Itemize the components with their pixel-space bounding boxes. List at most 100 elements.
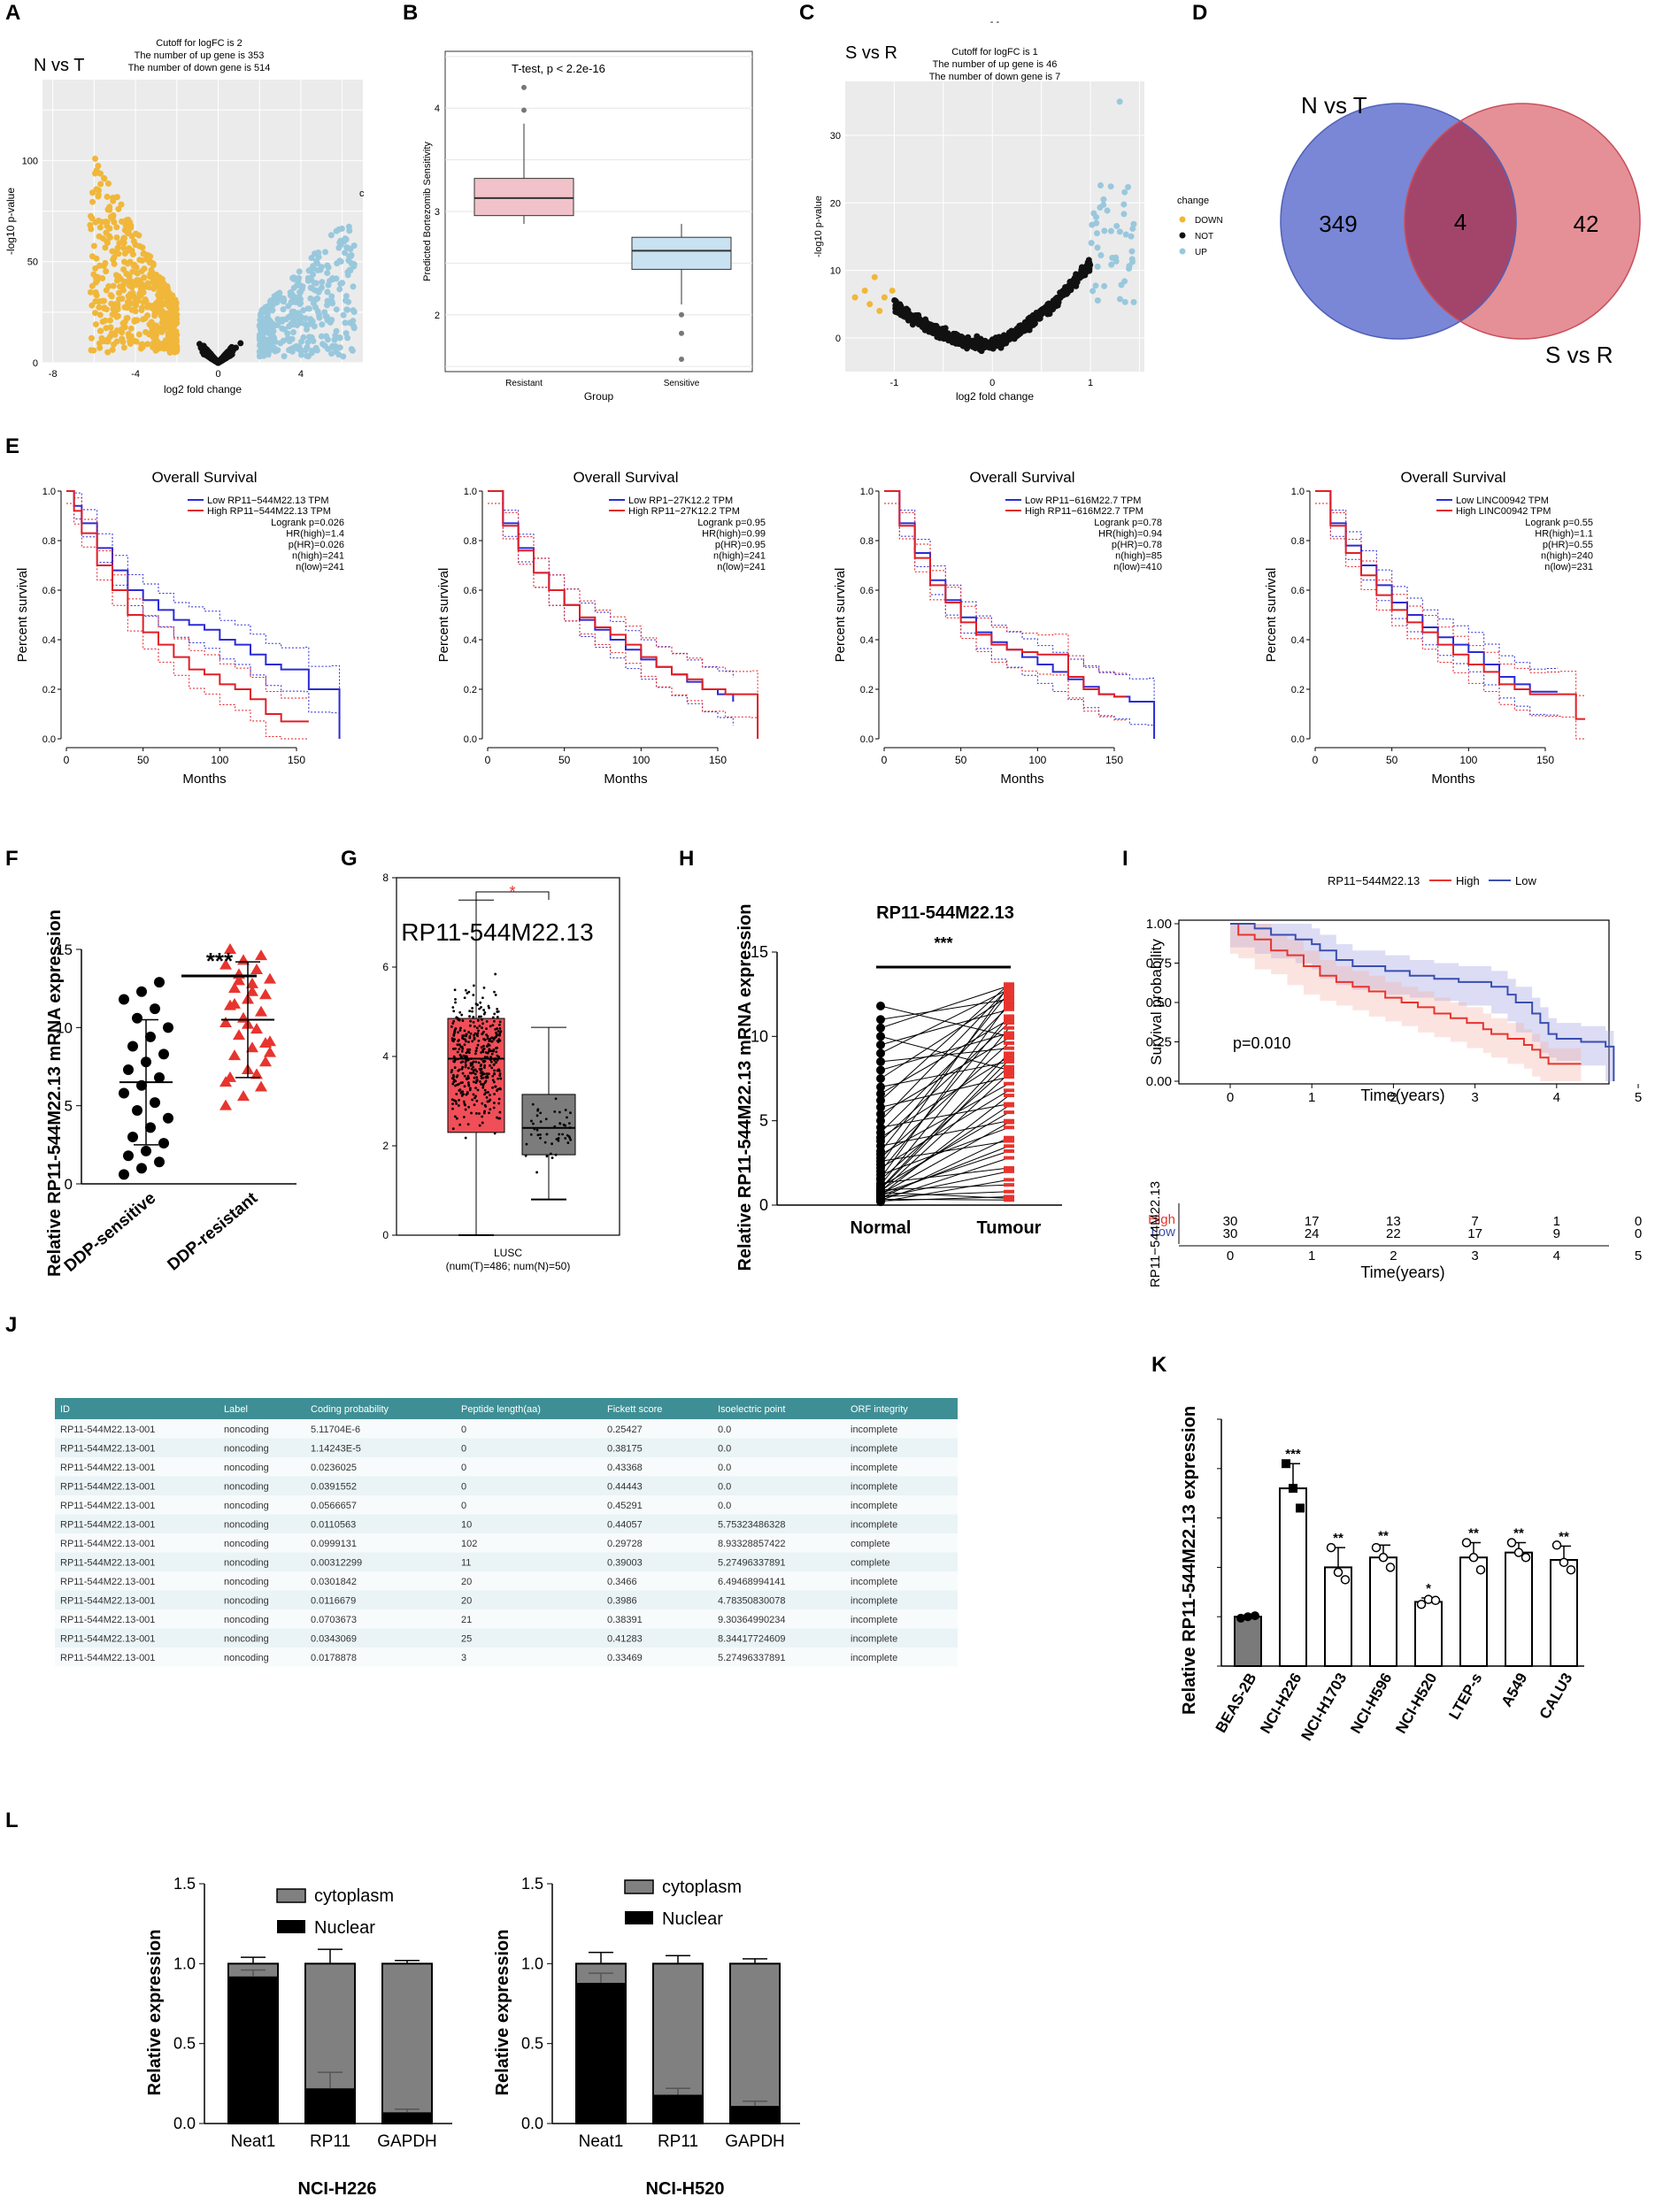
- table-row: RP11-544M22.13-001 noncoding 0.0391552 0 0.4…: [55, 1476, 958, 1495]
- point-down: [889, 287, 896, 294]
- data-point: [480, 1057, 483, 1061]
- tumour-point: [1004, 1156, 1014, 1160]
- table-cell: noncoding: [224, 1482, 269, 1493]
- data-point: [489, 1058, 492, 1061]
- data-point: [483, 1064, 486, 1067]
- data-point: [481, 1022, 484, 1025]
- ci-lower-high: [884, 503, 1128, 721]
- legend-label-cytoplasm: cytoplasm: [314, 1886, 394, 1906]
- nuclear-segment: [382, 2112, 432, 2124]
- data-point: [489, 1049, 493, 1053]
- data-point: [465, 1051, 468, 1055]
- p-value-label: p=0.010: [1233, 1034, 1291, 1052]
- table-cell: 0: [461, 1444, 466, 1455]
- ci-lower-high: [1315, 503, 1586, 740]
- tumour-point: [1004, 1058, 1014, 1063]
- data-point: [483, 1056, 487, 1059]
- point-up: [1120, 211, 1128, 218]
- point-down: [100, 297, 107, 304]
- table-cell: 25: [461, 1634, 472, 1645]
- data-point: [497, 1010, 500, 1013]
- data-point: [119, 994, 129, 1005]
- point-up: [336, 334, 343, 341]
- tumour-point: [1004, 1139, 1014, 1143]
- y-tick-label: 1.0: [173, 1955, 196, 1972]
- x-axis-label: log2 fold change: [164, 383, 242, 396]
- pair-line: [880, 1103, 1010, 1128]
- point-down: [90, 347, 97, 354]
- data-point: [482, 1072, 486, 1076]
- data-point: [536, 1133, 540, 1137]
- point-up: [1130, 298, 1137, 305]
- data-point: [246, 985, 258, 996]
- data-point: [470, 1071, 473, 1075]
- data-point: [219, 958, 232, 970]
- point-not: [970, 341, 977, 348]
- x-tick-label: DDP-sensitive: [61, 1189, 159, 1276]
- data-point: [462, 1034, 466, 1037]
- y-tick-label: 100: [22, 156, 38, 166]
- point-up: [1130, 220, 1137, 227]
- point-down: [107, 324, 114, 331]
- point-up: [1094, 263, 1101, 270]
- point-up: [333, 227, 340, 234]
- pair-line: [880, 1141, 1010, 1162]
- table-cell: 5.75323486328: [718, 1520, 785, 1531]
- y-tick-label: 0.2: [464, 685, 477, 695]
- data-point: [490, 1066, 494, 1070]
- data-point: [473, 1072, 477, 1076]
- point-up: [317, 266, 324, 273]
- data-point: [564, 1109, 567, 1111]
- point-up: [270, 327, 277, 334]
- point-up: [350, 309, 358, 316]
- data-point: [491, 1086, 494, 1089]
- risk-cell: 0: [1635, 1226, 1642, 1241]
- data-point: [489, 1064, 491, 1067]
- point-up: [342, 235, 349, 242]
- table-cell: noncoding: [224, 1539, 269, 1549]
- point-down: [120, 239, 127, 246]
- data-point: [489, 1037, 491, 1041]
- row-background: [55, 1533, 958, 1553]
- volcano-points: [87, 155, 358, 366]
- data-point: [477, 1061, 481, 1064]
- table-row: RP11-544M22.13-001 noncoding 1.14243E-5 0 0.…: [55, 1438, 958, 1457]
- significance-bracket: [475, 891, 550, 900]
- table-cell: RP11-544M22.13-001: [60, 1482, 155, 1493]
- point-not: [204, 353, 212, 360]
- point-up: [304, 326, 311, 333]
- data-point: [483, 1088, 487, 1092]
- point-down: [107, 317, 114, 324]
- data-point: [489, 1094, 491, 1097]
- panel-label-I: I: [1122, 847, 1128, 871]
- legend-label-high: High LINC00942 TPM: [1456, 506, 1551, 517]
- point-up: [280, 306, 287, 313]
- pair-line: [880, 1122, 1010, 1195]
- data-point: [1521, 1552, 1531, 1563]
- data-point: [484, 1091, 488, 1094]
- data-point: [470, 1111, 473, 1115]
- point-down: [89, 302, 96, 309]
- y-tick-label: 0: [33, 358, 38, 369]
- point-up: [1107, 227, 1114, 234]
- data-point: [452, 1019, 456, 1023]
- panel-h-paired: 0 5 10 15 Normal Tumour *** RP11-544M22.13 Relat…: [735, 903, 1062, 1271]
- point-down: [89, 282, 96, 289]
- pair-line: [880, 985, 1010, 1165]
- significance-label: **: [1378, 1528, 1389, 1543]
- point-up: [319, 279, 326, 286]
- pair-line: [880, 1018, 1010, 1094]
- normal-point: [876, 1123, 885, 1133]
- point-down: [96, 298, 103, 305]
- data-point: [554, 1153, 558, 1156]
- point-down: [113, 194, 120, 201]
- row-background: [55, 1438, 958, 1457]
- set-count: 42: [1574, 211, 1599, 237]
- normal-point: [876, 1056, 885, 1066]
- significance-label: **: [1513, 1526, 1524, 1541]
- point-down: [96, 311, 104, 319]
- risk-cell: 17: [1467, 1226, 1482, 1241]
- point-down: [115, 296, 122, 303]
- data-point: [461, 1065, 465, 1069]
- data-point: [480, 1051, 483, 1054]
